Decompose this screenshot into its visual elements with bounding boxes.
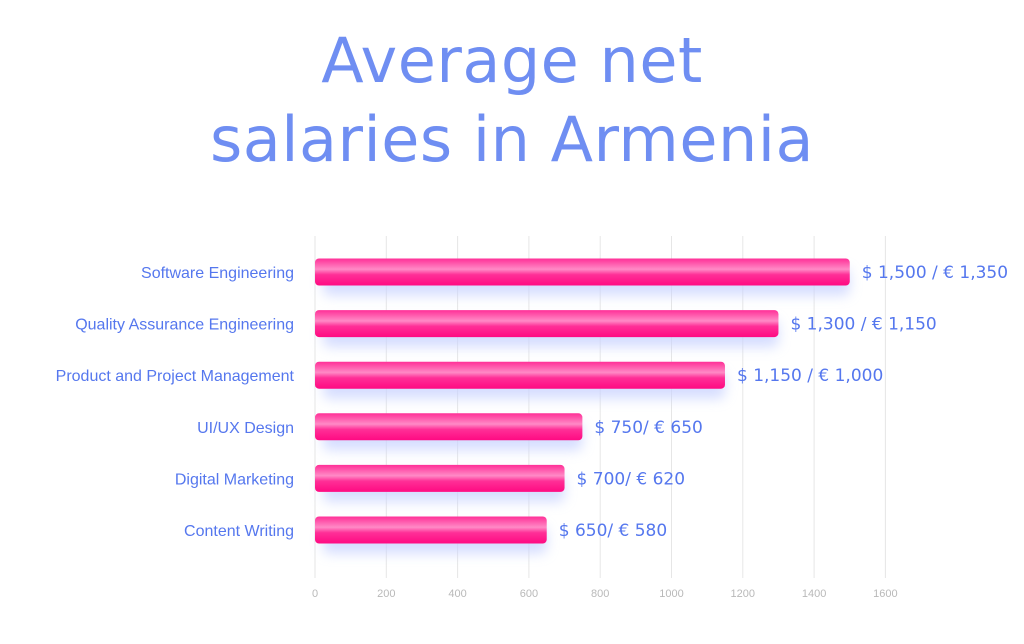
x-tick-label: 1400: [802, 588, 826, 600]
x-tick-label: 200: [377, 588, 395, 600]
bar: [315, 361, 725, 389]
data-label: $ 650/ € 580: [559, 521, 667, 541]
bars: [315, 258, 850, 544]
bar: [315, 413, 583, 441]
chart-title-line-1: Average net: [321, 24, 703, 97]
category-label: UI/UX Design: [197, 420, 294, 437]
bar: [315, 464, 565, 492]
category-label: Content Writing: [184, 523, 294, 540]
x-tick-label: 800: [591, 588, 609, 600]
data-label: $ 700/ € 620: [577, 469, 685, 489]
x-tick-label: 1000: [659, 588, 683, 600]
bar: [315, 310, 779, 338]
x-tick-label: 0: [312, 588, 318, 600]
x-tick-label: 1200: [731, 588, 755, 600]
x-tick-label: 1600: [873, 588, 897, 600]
category-label: Quality Assurance Engineering: [75, 317, 294, 334]
bar: [315, 516, 547, 544]
x-tick-label: 400: [448, 588, 466, 600]
chart-title-line-2: salaries in Armenia: [210, 103, 814, 176]
data-label: $ 1,150 / € 1,000: [737, 366, 883, 386]
bar: [315, 258, 850, 286]
data-label: $ 1,500 / € 1,350: [862, 263, 1008, 283]
category-label: Software Engineering: [141, 265, 294, 282]
x-tick-label: 600: [520, 588, 538, 600]
data-label: $ 1,300 / € 1,150: [790, 315, 936, 335]
data-label: $ 750/ € 650: [594, 418, 702, 438]
labels: 0 200 400 600 800 1000 1200 1400 1600 Software En…: [56, 263, 1008, 600]
category-label: Product and Project Management: [56, 368, 295, 385]
category-label: Digital Marketing: [175, 471, 294, 488]
